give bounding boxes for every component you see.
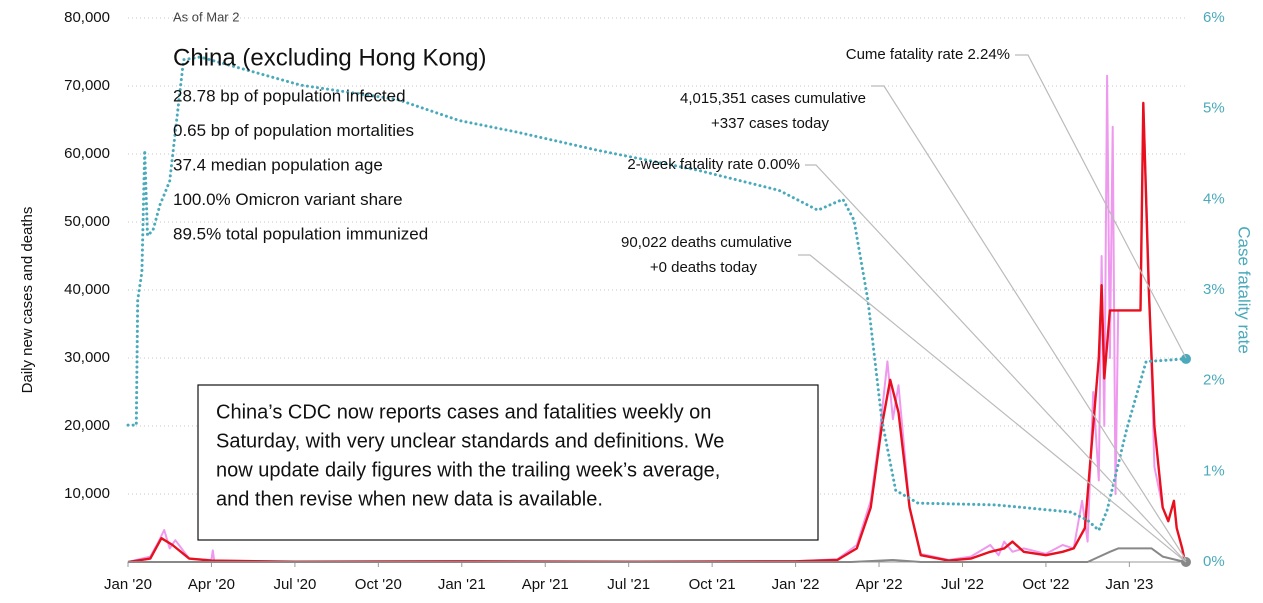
subtitle: As of Mar 2: [173, 9, 239, 24]
x-tick-label: Jan '21: [438, 576, 486, 593]
annotation: 2-week fatality rate 0.00%: [627, 156, 800, 173]
annotation: Cume fatality rate 2.24%: [846, 46, 1010, 63]
y-tick-label: 40,000: [64, 281, 110, 298]
x-tick-label: Jul '22: [941, 576, 984, 593]
note-line: Saturday, with very unclear standards an…: [216, 430, 724, 452]
leader-line: [798, 254, 1187, 563]
line-series: [128, 547, 1186, 563]
overlay: As of Mar 2 China (excluding Hong Kong) …: [173, 9, 1187, 563]
x-tick-label: Jul '20: [273, 576, 316, 593]
y-tick-label: 60,000: [64, 145, 110, 162]
stat-line: 89.5% total population immunized: [173, 224, 428, 243]
y-tick-label: 50,000: [64, 213, 110, 230]
y-tick-label: 30,000: [64, 349, 110, 366]
leader-line: [1015, 54, 1187, 359]
annotation: +0 deaths today: [650, 259, 758, 276]
y-tick-label: 10,000: [64, 485, 110, 502]
y2-tick-label: 3%: [1203, 281, 1225, 298]
x-tick-label: Oct '22: [1022, 576, 1069, 593]
line-series: [126, 55, 1187, 532]
note-line: China’s CDC now reports cases and fatali…: [216, 401, 711, 423]
y-tick-label: 20,000: [64, 417, 110, 434]
stat-line: 0.65 bp of population mortalities: [173, 121, 414, 140]
leader-line: [871, 85, 1187, 561]
stat-line: 28.78 bp of population infected: [173, 86, 406, 105]
end-point: [1181, 353, 1191, 364]
x-tick-label: Oct '20: [355, 576, 402, 593]
x-tick-label: Apr '21: [522, 576, 569, 593]
x-tick-label: Apr '20: [188, 576, 235, 593]
x-tick-label: Oct '21: [689, 576, 736, 593]
note-line: now update daily figures with the traili…: [216, 459, 720, 481]
y2-tick-label: 0%: [1203, 553, 1225, 570]
y2-tick-label: 2%: [1203, 372, 1225, 389]
annotation: 90,022 deaths cumulative: [621, 234, 792, 251]
note-box: [197, 384, 819, 541]
y2-tick-label: 4%: [1203, 190, 1225, 207]
x-tick-label: Jan '22: [772, 576, 820, 593]
y2-tick-label: 1%: [1203, 462, 1225, 479]
y-tick-label: 70,000: [64, 77, 110, 94]
x-tick-label: Apr '22: [855, 576, 902, 593]
y2-tick-label: 6%: [1203, 9, 1225, 26]
x-tick-label: Jan '20: [104, 576, 152, 593]
leader-line: [805, 164, 1187, 563]
grid: 10,000 20,000 30,000 40,000 50,000 60,000 70,0…: [64, 9, 1225, 593]
y2-tick-label: 5%: [1203, 100, 1225, 117]
note-line: and then revise when new data is availab…: [216, 488, 603, 510]
stat-line: 37.4 median population age: [173, 155, 383, 174]
y-tick-label: 80,000: [64, 9, 110, 26]
annotation: 4,015,351 cases cumulative: [680, 90, 866, 107]
plot: [126, 55, 1191, 567]
x-tick-label: Jan '23: [1105, 576, 1153, 593]
x-tick-label: Jul '21: [607, 576, 650, 593]
chart-title: China (excluding Hong Kong): [173, 44, 487, 71]
y-axis-label: Daily new cases and deaths: [19, 207, 36, 394]
stat-line: 100.0% Omicron variant share: [173, 190, 403, 209]
y2-axis-label: Case fatality rate: [1235, 226, 1254, 354]
annotation: +337 cases today: [711, 115, 830, 132]
